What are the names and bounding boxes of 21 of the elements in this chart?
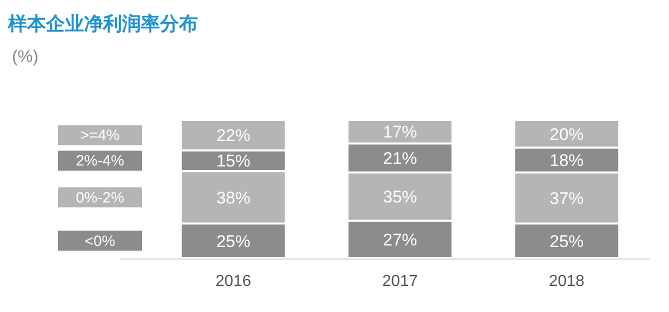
text: >=4% (80, 127, 120, 144)
data-label: 17% (382, 122, 418, 142)
x-tick-label: 2018 (548, 273, 585, 290)
data-label: 20% (550, 124, 584, 144)
text: <0% (84, 232, 116, 250)
data-label: 25% (216, 232, 250, 251)
data-label: 21% (382, 148, 418, 168)
x-tick-label: 2016 (216, 273, 252, 290)
data-label: 25% (550, 232, 584, 251)
data-label: 35% (382, 188, 418, 207)
data-label: 37% (550, 188, 584, 208)
data-label: 22% (216, 126, 250, 146)
text: 0%-2% (76, 189, 124, 206)
chart-subtitle: (%) (12, 47, 38, 66)
data-label: 38% (216, 188, 250, 208)
chart-title: 样本企业净利润率分布 (7, 13, 198, 35)
x-tick-label: 2017 (382, 273, 418, 290)
data-label: 27% (382, 230, 418, 250)
data-label: 15% (216, 152, 250, 171)
data-label: 18% (550, 151, 584, 170)
text: 2%-4% (76, 152, 124, 170)
